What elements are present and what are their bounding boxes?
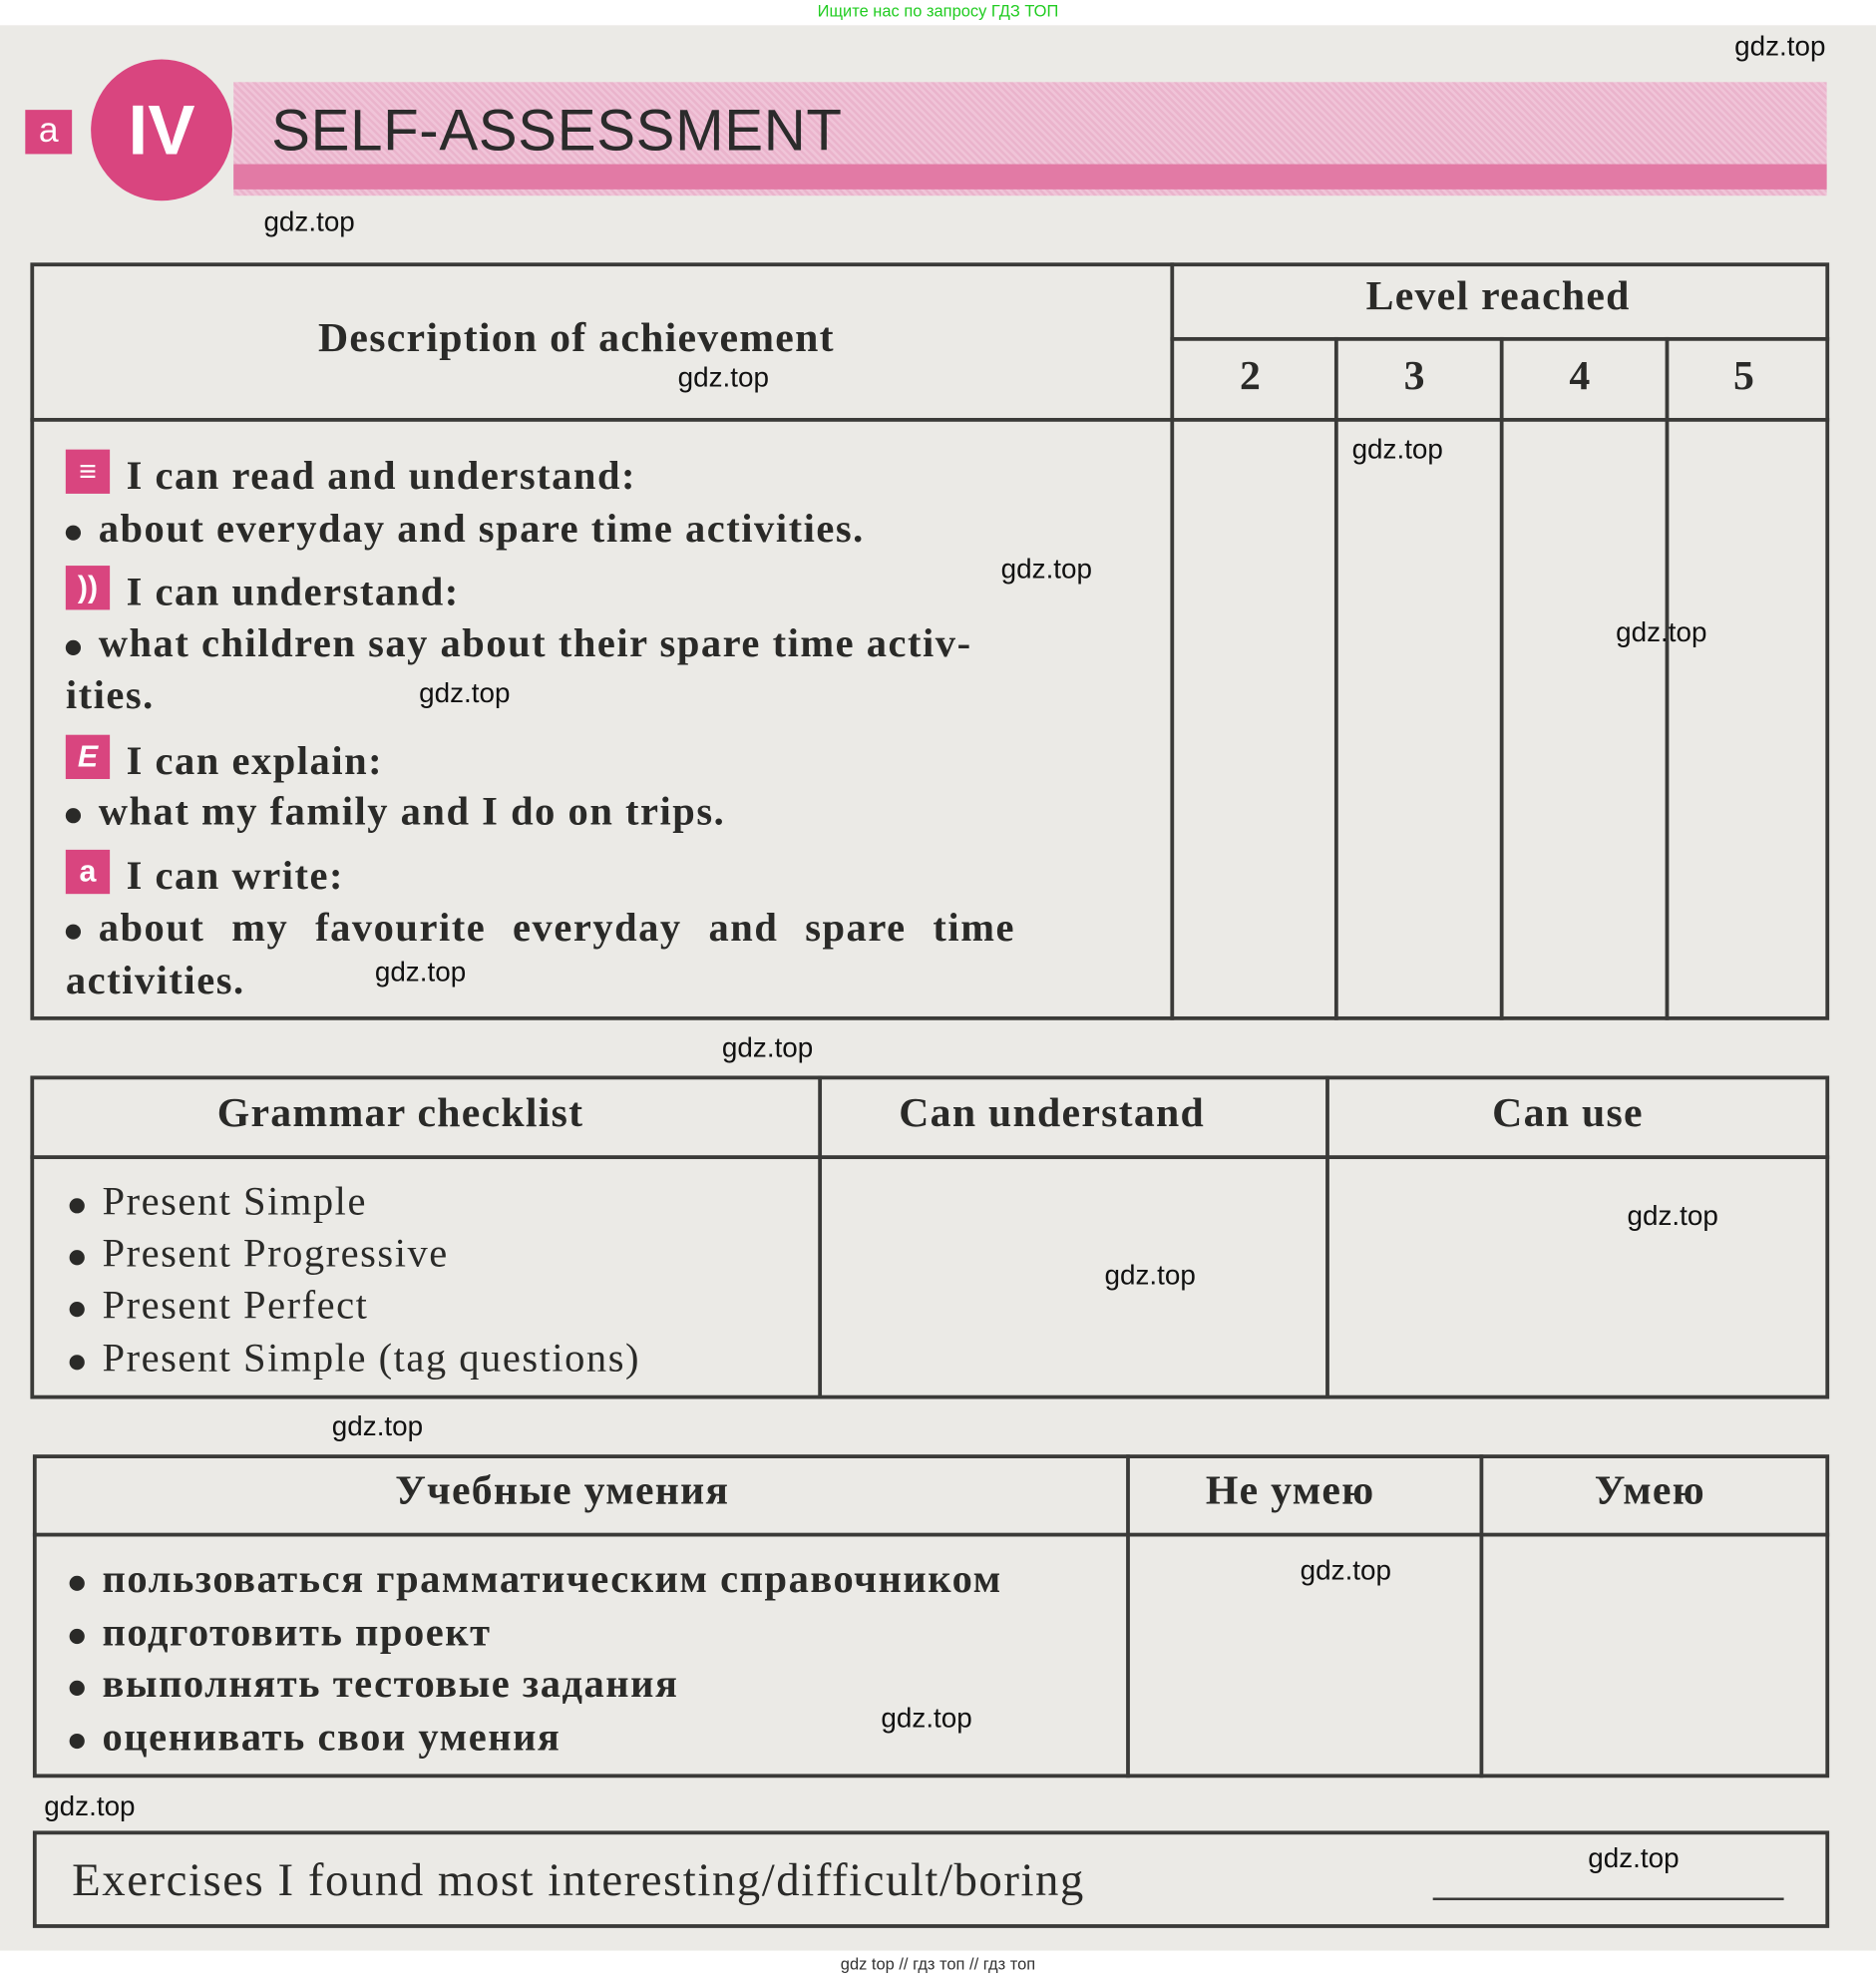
speaking-icon: E [65, 734, 111, 779]
watermark: gdz.top [1000, 553, 1093, 586]
exercises-answer-line[interactable] [1432, 1897, 1784, 1901]
divider [818, 1075, 823, 1399]
watermark: gdz.top [1616, 615, 1707, 648]
bottom-banner[interactable]: gdz top // гдз топ // гдз топ [0, 1950, 1876, 1980]
unit-number-badge: IV [91, 59, 232, 201]
header-stripe [233, 164, 1827, 190]
level-5: 5 [1732, 353, 1756, 399]
col-cannot: Не умею [1205, 1468, 1375, 1514]
section-heading: I can understand: [126, 568, 460, 614]
achievement-table [30, 262, 1830, 1020]
watermark: gdz.top [1588, 1841, 1680, 1874]
section-heading: I can explain: [126, 737, 384, 783]
divider [1325, 1075, 1329, 1399]
divider [32, 1532, 1830, 1537]
watermark: gdz.top [1104, 1259, 1196, 1291]
divider [1333, 336, 1338, 1020]
watermark: gdz.top [44, 1789, 136, 1822]
col-skills: Учебные умения [395, 1468, 730, 1514]
textbook-page [0, 25, 1876, 1951]
writing-icon: a [65, 849, 111, 895]
col-can-understand: Can understand [899, 1090, 1205, 1137]
achievement-line: about everyday and spare time activities… [65, 505, 865, 552]
col-can: Умею [1594, 1468, 1705, 1514]
top-banner[interactable]: Ищите нас по запросу ГДЗ ТОП [0, 0, 1876, 26]
grammar-item: Present Simple (tag questions) [69, 1335, 640, 1382]
level-4: 4 [1569, 353, 1592, 399]
divider [1479, 1454, 1484, 1779]
skill-item: подготовить проект [69, 1609, 492, 1656]
reading-icon: ≡ [65, 449, 111, 494]
exercises-box [32, 1830, 1830, 1928]
grammar-table [30, 1075, 1830, 1399]
section-heading: I can write: [126, 852, 345, 898]
watermark: gdz.top [331, 1409, 424, 1442]
col-can-use: Can use [1492, 1090, 1644, 1137]
watermark: gdz.top [1300, 1554, 1392, 1586]
level-3: 3 [1403, 353, 1426, 399]
write-icon: a [25, 110, 73, 155]
achievement-line: activities. [65, 957, 245, 1003]
watermark: gdz.top [677, 361, 769, 393]
achievement-line: about my favourite everyday and spare ti… [65, 904, 1015, 951]
skill-item: пользоваться грамматическим справочником [69, 1555, 1002, 1602]
divider [1499, 336, 1504, 1020]
col-grammar-checklist: Grammar checklist [216, 1090, 584, 1137]
watermark: gdz.top [374, 956, 467, 988]
col-level-reached: Level reached [1365, 273, 1631, 320]
grammar-item: Present Progressive [69, 1230, 449, 1277]
level-2: 2 [1240, 353, 1263, 399]
listening-icon: )) [65, 566, 111, 610]
divider [1170, 262, 1175, 1020]
col-description: Description of achievement [317, 315, 835, 362]
skill-item: выполнять тестовые задания [69, 1661, 679, 1708]
skill-item: оценивать свои умения [69, 1714, 562, 1761]
achievement-line: what my family and I do on trips. [65, 788, 725, 835]
divider [1665, 336, 1670, 1020]
divider [30, 1155, 1830, 1160]
watermark: gdz.top [1734, 30, 1826, 63]
divider [1126, 1454, 1130, 1779]
divider [30, 417, 1830, 422]
grammar-item: Present Perfect [69, 1282, 369, 1329]
watermark: gdz.top [721, 1031, 814, 1063]
watermark: gdz.top [1627, 1199, 1718, 1232]
watermark: gdz.top [881, 1702, 972, 1734]
section-heading: I can read and understand: [126, 452, 637, 498]
skills-table [32, 1454, 1830, 1779]
watermark: gdz.top [1351, 433, 1443, 465]
achievement-line: what children say about their spare time… [65, 620, 972, 667]
watermark: gdz.top [263, 205, 355, 237]
achievement-line: ities. [65, 671, 155, 717]
page-title: SELF-ASSESSMENT [271, 97, 843, 164]
watermark: gdz.top [419, 676, 511, 709]
grammar-item: Present Simple [69, 1178, 367, 1225]
exercises-label: Exercises I found most interesting/diffi… [72, 1854, 1085, 1907]
